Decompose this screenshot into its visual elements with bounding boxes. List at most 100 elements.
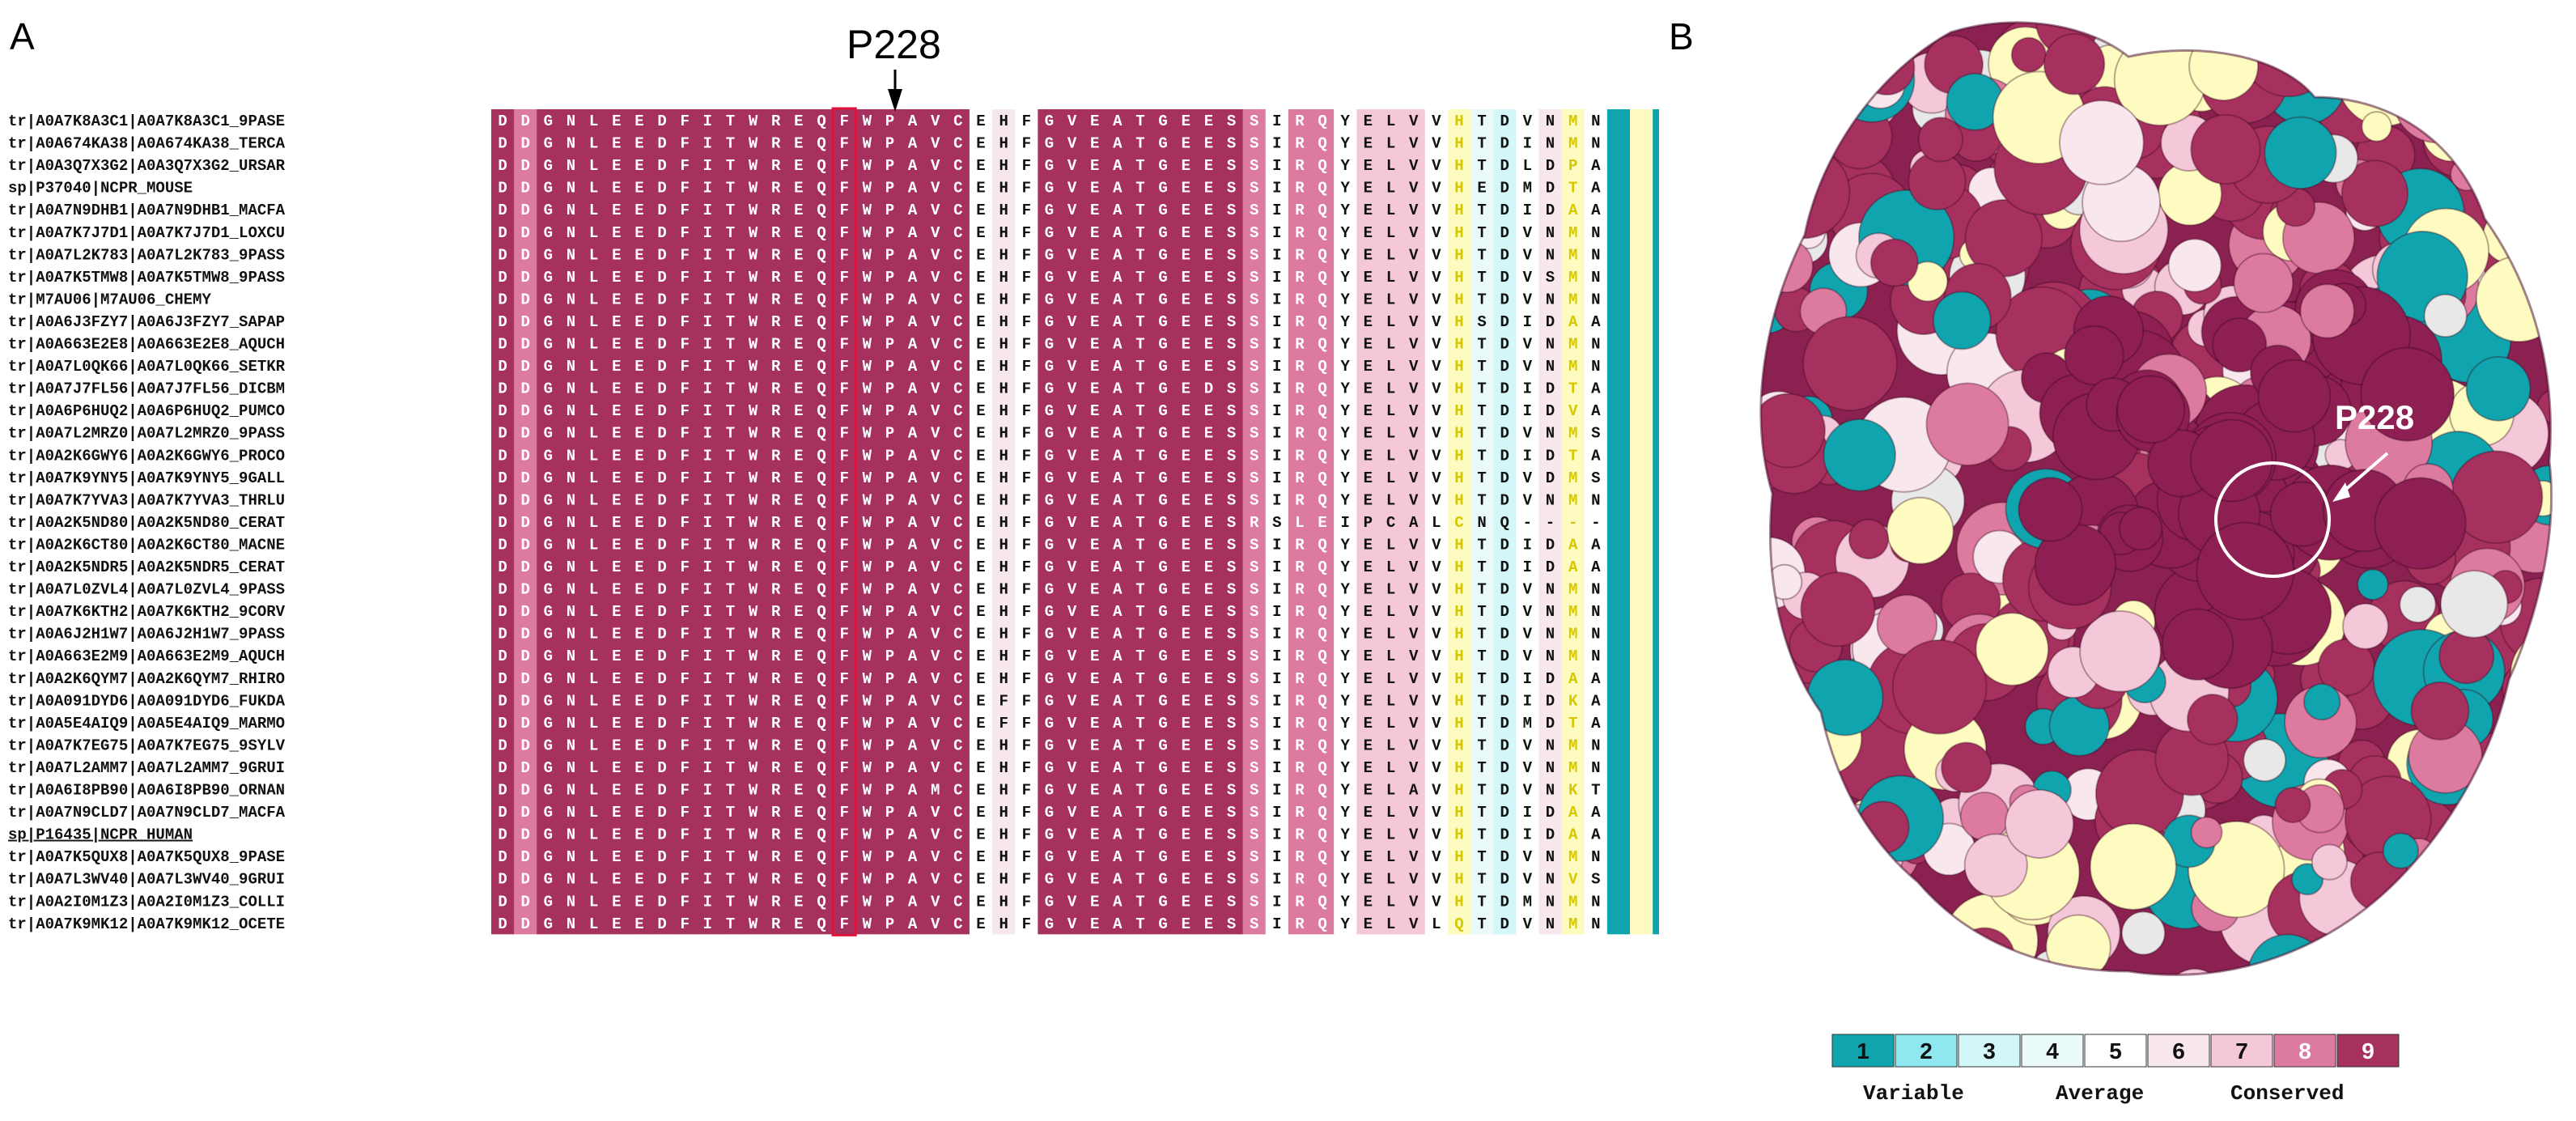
- residue: E: [1364, 737, 1373, 754]
- residue: E: [1364, 402, 1373, 420]
- residue: D: [657, 782, 666, 800]
- residue: A: [1113, 558, 1122, 576]
- residue: C: [953, 759, 962, 777]
- residue: M: [1568, 491, 1577, 509]
- residue: R: [1295, 848, 1305, 866]
- residue: E: [1182, 447, 1190, 465]
- residue: R: [1295, 715, 1305, 732]
- residue: V: [1409, 469, 1419, 487]
- residue: W: [863, 670, 872, 688]
- residue: F: [680, 180, 689, 197]
- residue: M: [1568, 603, 1577, 621]
- sequence-name: tr|A0A663E2E8|A0A663E2E8_AQUCH: [8, 336, 285, 354]
- residue: T: [1477, 402, 1486, 420]
- residue: N: [1591, 113, 1600, 130]
- residue: E: [1090, 113, 1099, 130]
- sequence-name: tr|A0A2K6GWY6|A0A2K6GWY6_PROCO: [8, 447, 285, 465]
- residue: E: [612, 313, 621, 331]
- residue: V: [1432, 871, 1441, 889]
- residue: W: [749, 336, 758, 354]
- residue: E: [1204, 246, 1213, 264]
- residue: S: [1250, 715, 1258, 732]
- residue: S: [1227, 514, 1236, 532]
- residue: P: [885, 737, 894, 754]
- residue: D: [1500, 737, 1509, 754]
- residue: I: [1272, 113, 1281, 130]
- residue: E: [1182, 871, 1190, 889]
- residue: D: [1500, 581, 1509, 599]
- residue: S: [1227, 715, 1236, 732]
- residue: R: [1295, 246, 1305, 264]
- residue: F: [1022, 715, 1031, 732]
- residue: T: [726, 581, 735, 599]
- residue: N: [567, 246, 575, 264]
- residue: E: [1090, 848, 1099, 866]
- sequence-name: tr|M7AU06|M7AU06_CHEMY: [8, 291, 211, 308]
- residue: D: [498, 804, 507, 822]
- residue: E: [1090, 269, 1099, 287]
- residue: E: [1364, 469, 1373, 487]
- residue: Q: [817, 759, 825, 777]
- residue: E: [634, 246, 643, 264]
- residue: G: [1158, 692, 1167, 710]
- residue: S: [1250, 402, 1258, 420]
- residue: W: [749, 536, 758, 554]
- residue: S: [1250, 491, 1258, 509]
- residue: G: [544, 202, 553, 219]
- residue: E: [1204, 180, 1213, 197]
- residue: F: [839, 358, 848, 376]
- residue: F: [839, 804, 848, 822]
- residue: D: [498, 157, 507, 175]
- residue: D: [521, 269, 530, 287]
- residue: F: [1022, 425, 1031, 443]
- residue: Q: [1318, 491, 1326, 509]
- residue: E: [634, 603, 643, 621]
- residue: I: [1272, 692, 1281, 710]
- residue: A: [1591, 402, 1601, 420]
- residue: F: [1022, 848, 1031, 866]
- residue: E: [1364, 246, 1373, 264]
- residue: V: [1067, 915, 1077, 933]
- residue: D: [498, 313, 507, 331]
- residue: V: [931, 491, 940, 509]
- residue: R: [771, 402, 781, 420]
- residue: F: [1022, 380, 1031, 398]
- residue: D: [1546, 558, 1555, 576]
- residue: R: [771, 737, 781, 754]
- residue: A: [1113, 670, 1122, 688]
- residue: D: [1546, 313, 1555, 331]
- residue: T: [1477, 358, 1486, 376]
- residue: V: [1523, 336, 1533, 354]
- residue: L: [589, 648, 598, 665]
- residue: H: [999, 313, 1008, 331]
- residue: L: [1386, 380, 1395, 398]
- residue: W: [863, 469, 872, 487]
- residue: V: [1523, 224, 1533, 242]
- residue: W: [863, 313, 872, 331]
- residue: A: [1113, 157, 1122, 175]
- residue: V: [931, 113, 940, 130]
- residue: E: [794, 536, 803, 554]
- residue: V: [931, 135, 940, 153]
- residue: V: [1409, 558, 1419, 576]
- residue: E: [1204, 469, 1213, 487]
- residue: E: [794, 603, 803, 621]
- residue: W: [749, 135, 758, 153]
- residue: W: [749, 782, 758, 800]
- residue: Y: [1341, 603, 1351, 621]
- residue: L: [1386, 536, 1395, 554]
- residue: I: [1272, 336, 1281, 354]
- residue: L: [589, 469, 598, 487]
- residue: F: [839, 692, 848, 710]
- residue: D: [657, 402, 666, 420]
- residue: E: [1364, 692, 1373, 710]
- residue: E: [794, 670, 803, 688]
- residue: V: [1432, 581, 1441, 599]
- residue: T: [726, 291, 735, 308]
- residue: D: [1546, 380, 1555, 398]
- residue: I: [703, 202, 712, 219]
- residue: D: [657, 425, 666, 443]
- residue: R: [1295, 313, 1305, 331]
- residue: L: [1386, 135, 1395, 153]
- residue: F: [680, 558, 689, 576]
